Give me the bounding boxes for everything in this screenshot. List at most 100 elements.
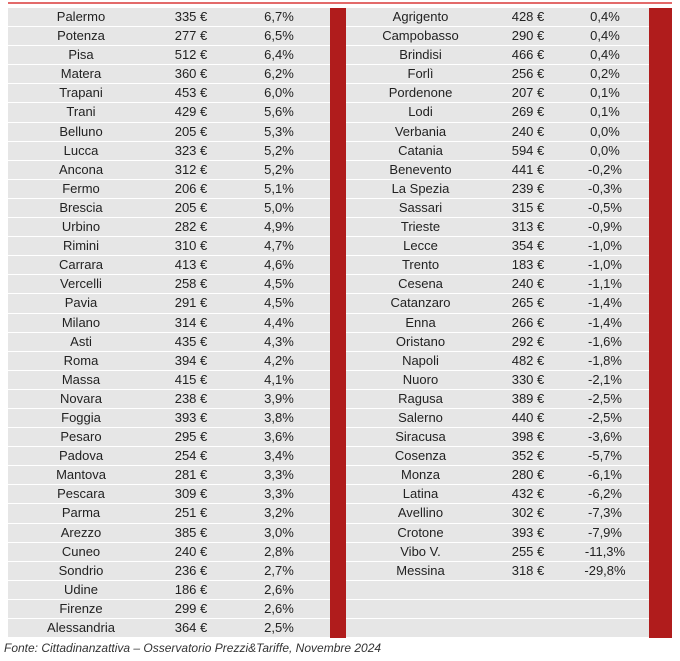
change-cell: 4,5%	[264, 276, 294, 292]
city-cell: Pescara	[57, 486, 105, 502]
price-cell: 393 €	[174, 409, 208, 425]
price-cell: 266 €	[511, 314, 545, 330]
change-cell: 6,0%	[264, 85, 294, 101]
price-cell: 432 €	[511, 486, 545, 502]
change-cell: 5,1%	[264, 180, 294, 196]
change-cell: -1,6%	[588, 333, 622, 349]
table-row: Potenza 277 € 6,5%	[8, 27, 330, 47]
change-cell: 3,0%	[264, 524, 294, 540]
price-cell: 277 €	[174, 28, 208, 44]
table-row: Cuneo 240 € 2,8%	[8, 542, 330, 562]
price-cell: 385 €	[174, 524, 208, 540]
price-cell: 240 €	[511, 276, 545, 292]
change-cell: 3,3%	[264, 486, 294, 502]
price-cell: 295 €	[174, 429, 208, 445]
price-cell: 429 €	[174, 104, 208, 120]
change-cell: -1,8%	[588, 352, 622, 368]
change-cell: 6,7%	[264, 9, 294, 24]
change-cell: 3,9%	[264, 390, 294, 406]
city-cell: Trieste	[400, 219, 441, 235]
change-cell: 2,5%	[264, 620, 294, 635]
city-cell: Udine	[64, 581, 98, 597]
change-cell: -3,6%	[588, 429, 622, 445]
price-cell: 282 €	[174, 219, 208, 235]
city-cell: Avellino	[397, 505, 444, 521]
city-cell: Foggia	[61, 409, 101, 425]
table-row: Forlì 256 € 0,2%	[346, 65, 649, 85]
price-cell: 205 €	[174, 199, 208, 215]
table-row: Fermo 206 € 5,1%	[8, 179, 330, 199]
city-cell: Oristano	[395, 333, 446, 349]
change-cell: 3,4%	[264, 448, 294, 464]
change-cell: -2,1%	[588, 371, 622, 387]
table-row: Cesena 240 € -1,1%	[346, 275, 649, 295]
price-cell: 313 €	[511, 219, 545, 235]
price-cell: 440 €	[511, 409, 545, 425]
table-row: Ragusa 389 € -2,5%	[346, 389, 649, 409]
city-cell: Brindisi	[399, 47, 442, 63]
price-cell: 314 €	[174, 314, 208, 330]
change-cell: 3,2%	[264, 505, 294, 521]
table-row: Roma 394 € 4,2%	[8, 351, 330, 371]
table-row: Carrara 413 € 4,6%	[8, 256, 330, 276]
table-row: Ancona 312 € 5,2%	[8, 160, 330, 180]
table-row: Monza 280 € -6,1%	[346, 466, 649, 486]
price-cell: 207 €	[511, 85, 545, 101]
change-cell: -0,3%	[588, 180, 622, 196]
change-cell: 5,6%	[264, 104, 294, 120]
price-cell: 310 €	[174, 238, 208, 254]
price-cell: 323 €	[174, 142, 208, 158]
change-cell: 2,7%	[264, 562, 294, 578]
city-cell: Milano	[61, 314, 101, 330]
table-row: Campobasso 290 € 0,4%	[346, 27, 649, 47]
price-cell: 290 €	[511, 28, 545, 44]
price-cell: 413 €	[174, 257, 208, 273]
change-cell: 4,4%	[264, 314, 294, 330]
price-cell: 309 €	[174, 486, 208, 502]
table-row: Massa 415 € 4,1%	[8, 370, 330, 390]
change-cell: -11,3%	[584, 543, 626, 559]
change-cell: 3,6%	[264, 429, 294, 445]
city-cell: Firenze	[59, 600, 103, 616]
change-cell	[561, 600, 649, 618]
table-row: Padova 254 € 3,4%	[8, 447, 330, 467]
price-cell: 240 €	[511, 123, 545, 139]
price-cell: 256 €	[511, 66, 545, 82]
table-row: Arezzo 385 € 3,0%	[8, 523, 330, 543]
price-cell: 205 €	[174, 123, 208, 139]
top-rule	[8, 2, 672, 4]
price-cell: 435 €	[174, 333, 208, 349]
change-cell: 2,6%	[264, 600, 294, 616]
city-cell: Salerno	[398, 409, 443, 425]
price-cell: 312 €	[174, 161, 208, 177]
price-cell: 254 €	[174, 448, 208, 464]
table-row: Trani 429 € 5,6%	[8, 103, 330, 123]
price-cell: 269 €	[511, 104, 545, 120]
change-cell: -6,2%	[588, 486, 622, 502]
table-row: Belluno 205 € 5,3%	[8, 122, 330, 142]
left-data-table: Palermo 335 € 6,7% Potenza 277 € 6,5% Pisa 512 …	[8, 8, 330, 639]
table-row: Pescara 309 € 3,3%	[8, 485, 330, 505]
city-cell: Pesaro	[60, 429, 102, 445]
city-cell: Brescia	[59, 199, 103, 215]
price-cell: 255 €	[511, 543, 545, 559]
price-cell: 335 €	[174, 9, 208, 24]
separator-red-bar	[330, 8, 346, 638]
table-row: Parma 251 € 3,2%	[8, 504, 330, 524]
city-cell: Novara	[60, 390, 102, 406]
city-cell: Monza	[400, 467, 441, 483]
change-cell: -2,5%	[588, 390, 622, 406]
table-row: La Spezia 239 € -0,3%	[346, 179, 649, 199]
table-row: Vibo V. 255 € -11,3%	[346, 542, 649, 562]
change-cell: 6,5%	[264, 28, 294, 44]
city-cell: Vibo V.	[400, 543, 441, 559]
price-cell: 466 €	[511, 47, 545, 63]
table-row: Trapani 453 € 6,0%	[8, 84, 330, 104]
table-row: Matera 360 € 6,2%	[8, 65, 330, 85]
price-cell	[495, 600, 561, 618]
change-cell: 4,7%	[264, 238, 294, 254]
change-cell: 0,0%	[590, 123, 620, 139]
price-cell: 251 €	[174, 505, 208, 521]
city-cell: La Spezia	[391, 180, 450, 196]
change-cell: 0,1%	[590, 85, 620, 101]
